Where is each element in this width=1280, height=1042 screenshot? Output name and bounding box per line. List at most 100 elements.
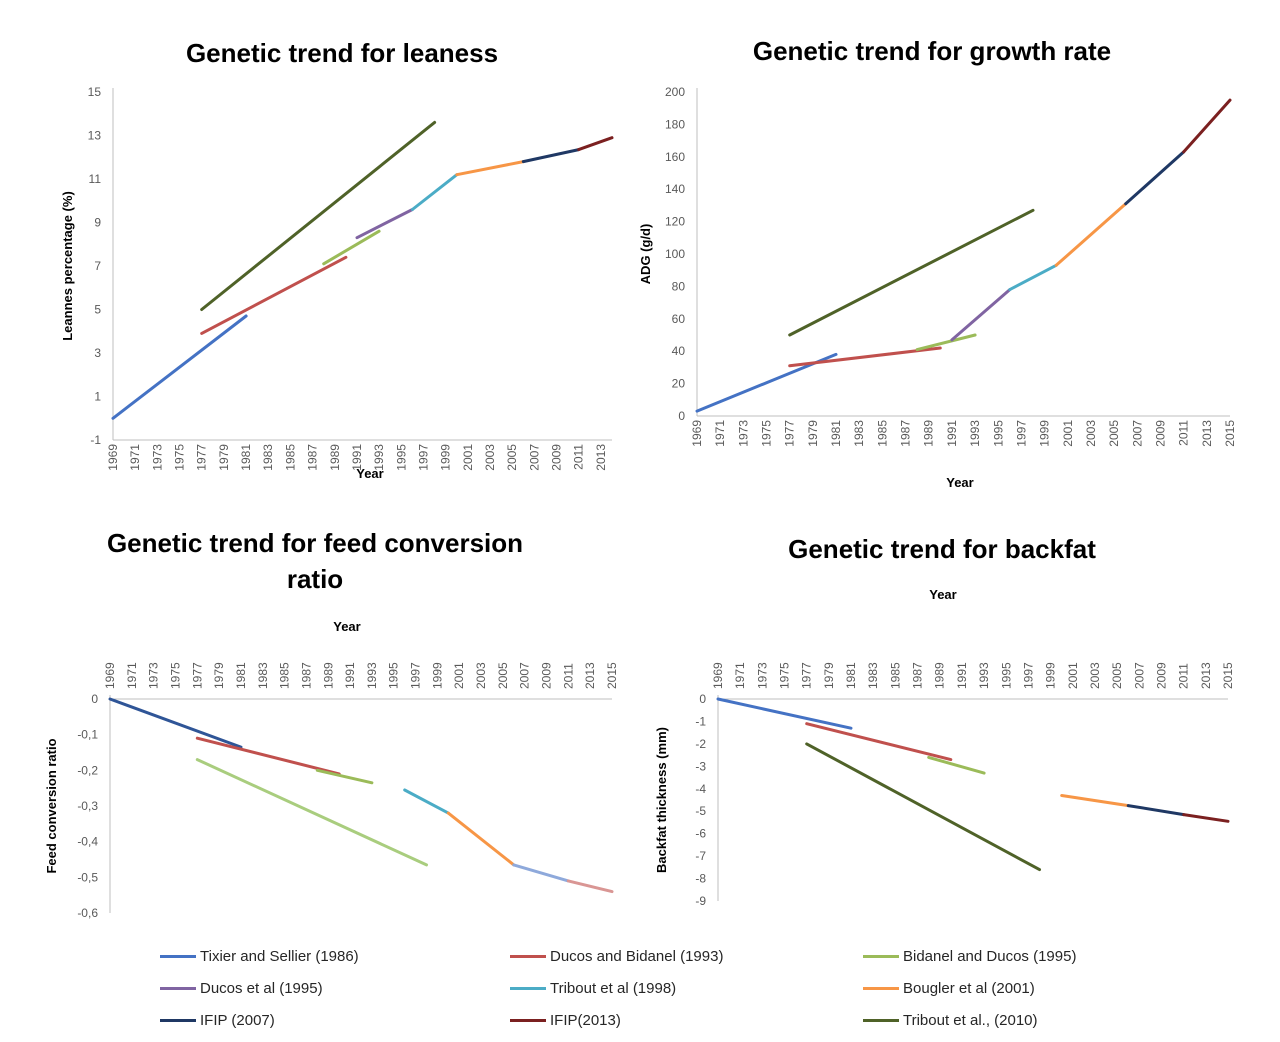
series-line [195, 736, 341, 776]
y-axis-label: Feed conversion ratio [44, 738, 59, 873]
x-tick-label: 1969 [711, 662, 725, 689]
series-line [1182, 98, 1232, 154]
y-tick-label: -0,4 [77, 835, 98, 849]
legend-label: Tribout et al., (2010) [903, 1011, 1038, 1029]
series-line [716, 697, 853, 730]
x-tick-label: 1983 [256, 662, 270, 689]
legend-item: Tixier and Sellier (1986) [160, 944, 359, 968]
x-tick-label: 1991 [945, 420, 959, 447]
series-line [403, 788, 450, 815]
x-tick-label: 2013 [583, 662, 597, 689]
x-tick-label: 2007 [527, 444, 541, 471]
legend-swatch [160, 1018, 196, 1022]
x-tick-label: 2009 [540, 662, 554, 689]
x-tick-label: 1981 [234, 662, 248, 689]
x-tick-label: 2011 [561, 663, 575, 689]
series-line [788, 208, 1035, 337]
y-tick-label: 160 [665, 150, 685, 164]
y-axis-label: ADG (g/d) [638, 224, 653, 285]
y-tick-label: 80 [672, 279, 686, 293]
series-line [1060, 794, 1130, 808]
x-tick-label: 2005 [1107, 420, 1121, 447]
y-tick-label: 0 [91, 692, 98, 706]
x-tick-label: 1977 [800, 662, 814, 689]
y-tick-label: 9 [94, 216, 101, 230]
x-tick-label: 1979 [806, 420, 820, 447]
legend-item: Tribout et al (1998) [510, 976, 676, 1000]
legend-item: Bidanel and Ducos (1995) [863, 944, 1076, 968]
series-line [315, 768, 374, 785]
x-tick-label: 1995 [999, 662, 1013, 689]
series-line [1008, 263, 1058, 292]
series-line [455, 160, 525, 177]
x-tick-label: 1975 [173, 444, 187, 471]
x-tick-label: 1981 [829, 420, 843, 447]
x-tick-label: 2015 [605, 662, 619, 689]
x-tick-label: 1975 [168, 662, 182, 689]
x-tick-label: 1977 [195, 444, 209, 471]
y-tick-label: 3 [94, 346, 101, 360]
x-tick-label: 1999 [439, 444, 453, 471]
y-tick-label: -5 [695, 804, 706, 818]
y-tick-label: 40 [672, 344, 686, 358]
series-line [322, 229, 381, 266]
y-tick-label: 0 [699, 692, 706, 706]
x-tick-label: 1989 [328, 444, 342, 471]
x-tick-label: 1977 [783, 420, 797, 447]
y-tick-label: -0,3 [77, 799, 98, 813]
x-tick-label: 1969 [106, 444, 120, 471]
legend-label: Bougler et al (2001) [903, 979, 1035, 997]
y-tick-label: -3 [695, 759, 706, 773]
x-tick-label: 2007 [1132, 662, 1146, 689]
x-tick-label: 1973 [755, 662, 769, 689]
x-tick-label: 2011 [572, 444, 586, 470]
series-line [1126, 804, 1186, 817]
y-tick-label: 0 [678, 409, 685, 423]
x-tick-label: 1987 [911, 662, 925, 689]
x-tick-label: 2011 [1177, 663, 1191, 689]
legend-label: Tribout et al (1998) [550, 979, 677, 997]
x-tick-label: 2003 [483, 444, 497, 471]
x-tick-label: 1977 [190, 662, 204, 689]
chart-title-line: Genetic trend for feed conversion [107, 528, 523, 558]
legend-label: Ducos et al (1995) [200, 979, 323, 997]
y-tick-label: -2 [695, 737, 706, 751]
x-axis-label: Year [356, 466, 383, 481]
series-line [108, 697, 243, 749]
x-tick-label: 2003 [1084, 420, 1098, 447]
legend: Tixier and Sellier (1986) Ducos and Bidan… [160, 944, 1240, 1040]
legend-swatch [510, 954, 546, 958]
y-tick-label: -4 [695, 782, 706, 796]
y-tick-label: -0,2 [77, 763, 98, 777]
series-line [1182, 813, 1230, 823]
y-tick-label: 140 [665, 182, 685, 196]
x-tick-label: 1983 [261, 444, 275, 471]
x-tick-label: 1979 [212, 662, 226, 689]
y-tick-label: 200 [665, 85, 685, 99]
x-tick-label: 1993 [977, 662, 991, 689]
x-tick-label: 1973 [150, 444, 164, 471]
series-line [1054, 202, 1128, 267]
x-tick-label: 1997 [1014, 420, 1028, 447]
y-tick-label: -9 [695, 894, 706, 908]
x-tick-label: 1985 [278, 662, 292, 689]
legend-swatch [863, 954, 899, 958]
x-tick-label: 1993 [372, 444, 386, 471]
x-tick-label: 1969 [690, 420, 704, 447]
legend-swatch [160, 954, 196, 958]
legend-label: Bidanel and Ducos (1995) [903, 947, 1077, 965]
legend-label: Tixier and Sellier (1986) [200, 947, 359, 965]
x-tick-label: 2013 [1199, 662, 1213, 689]
legend-label: Ducos and Bidanel (1993) [550, 947, 724, 965]
x-tick-label: 2003 [1088, 662, 1102, 689]
x-axis-label: Year [333, 619, 360, 634]
legend-item: Tribout et al., (2010) [863, 1008, 1038, 1032]
x-tick-label: 2015 [1223, 420, 1237, 447]
y-tick-label: 180 [665, 117, 685, 131]
x-tick-label: 2001 [1066, 662, 1080, 689]
y-tick-label: -6 [695, 827, 706, 841]
series-line [950, 288, 1012, 342]
x-tick-label: 1989 [922, 420, 936, 447]
legend-item: IFIP (2007) [160, 1008, 275, 1032]
